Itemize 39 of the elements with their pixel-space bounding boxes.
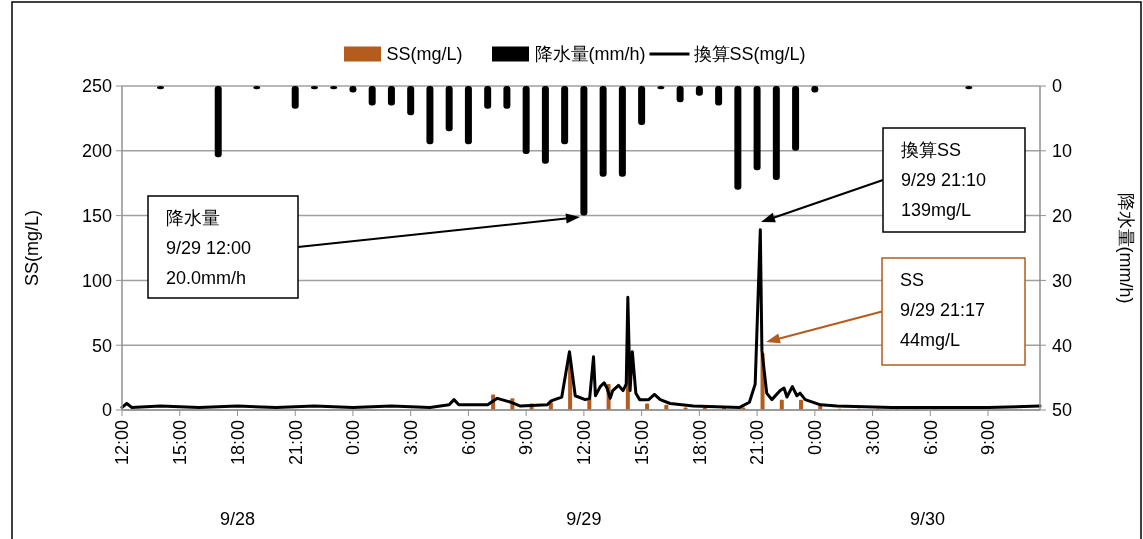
x-tick-label: 21:00	[285, 420, 306, 466]
y-axis-title: SS(mg/L)	[22, 209, 42, 287]
x-tick-label: 9:00	[516, 420, 537, 456]
y2-tick-label: 40	[1052, 335, 1073, 356]
y2-tick-label: 20	[1052, 205, 1073, 226]
y-tick-label: 0	[101, 400, 112, 421]
x-tick-label: 0:00	[343, 420, 364, 456]
x-tick-label: 15:00	[631, 420, 652, 466]
y2-tick-label: 10	[1052, 141, 1073, 162]
text: 9/28	[219, 509, 255, 529]
x-tick-label: 0:00	[805, 420, 826, 456]
x-tick-label: 3:00	[862, 420, 883, 456]
y-tick-label: 200	[81, 141, 112, 162]
x-tick-label: 9:00	[978, 420, 999, 456]
x-tick-label: 15:00	[170, 420, 191, 466]
x-tick-label: 6:00	[458, 420, 479, 456]
y-tick-label: 100	[81, 270, 112, 291]
legend-label: 換算SS(mg/L)	[693, 44, 806, 65]
x-tick-label: 6:00	[920, 420, 941, 456]
y2-tick-label: 0	[1052, 76, 1063, 97]
x-tick-label: 12:00	[574, 420, 595, 466]
text: 9/29	[566, 509, 602, 529]
annotation: 換算SS 9/29 21:10 139mg/L	[901, 140, 987, 220]
y2-tick-label: 30	[1052, 270, 1073, 291]
y-tick-label: 250	[81, 76, 112, 97]
x-tick-label: 18:00	[227, 420, 248, 466]
x-tick-label: 3:00	[400, 420, 421, 456]
y2-axis-title: 降水量(mm/h)	[1116, 192, 1136, 304]
annotation: 降水量 9/29 12:00 20.0mm/h	[166, 208, 252, 288]
text: 9/30	[909, 509, 945, 529]
y2-tick-label: 50	[1052, 400, 1073, 421]
legend-label: 降水量(mm/h)	[534, 44, 646, 65]
x-tick-label: 21:00	[747, 420, 768, 466]
y-tick-label: 150	[81, 205, 112, 226]
x-tick-label: 12:00	[112, 420, 133, 466]
x-tick-label: 18:00	[689, 420, 710, 466]
y-tick-label: 50	[91, 335, 112, 356]
legend-label: SS(mg/L)	[386, 44, 463, 65]
annotation: SS 9/29 21:17 44mg/L	[900, 270, 986, 350]
